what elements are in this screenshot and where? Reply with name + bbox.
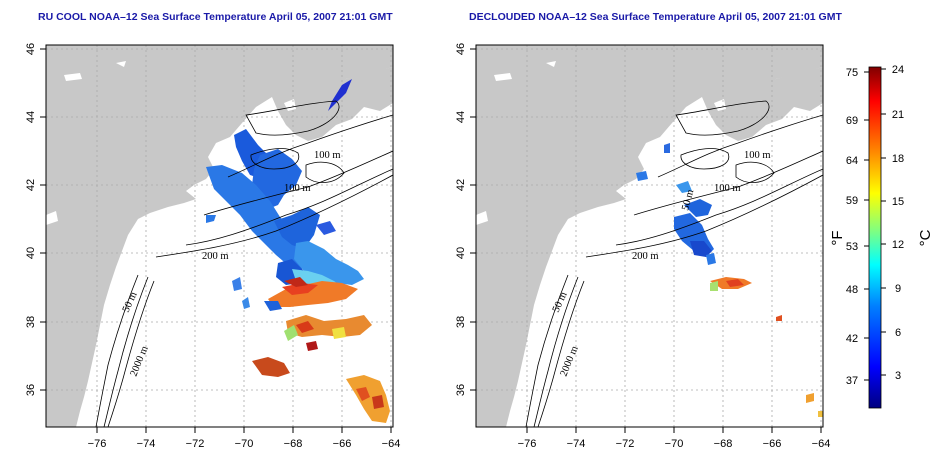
y-tick-label: 36 <box>25 384 37 396</box>
contour-label: 100 m <box>744 150 771 161</box>
fahrenheit-tick-label: 53 <box>846 241 858 253</box>
fahrenheit-tick-label: 42 <box>846 333 858 345</box>
fahrenheit-tick-label: 37 <box>846 375 858 387</box>
celsius-tick-label: 18 <box>892 153 904 165</box>
y-tick-label: 40 <box>455 247 467 259</box>
celsius-tick-label: 15 <box>892 196 904 208</box>
fahrenheit-tick-label: 64 <box>846 155 858 167</box>
celsius-tick-label: 12 <box>892 239 904 251</box>
y-tick-label: 38 <box>25 316 37 328</box>
x-tick-label: −66 <box>333 438 352 450</box>
colorbar-ticks <box>864 68 886 381</box>
right-map-frame <box>475 44 824 428</box>
y-tick-label: 42 <box>455 179 467 191</box>
x-tick-label: −72 <box>186 438 205 450</box>
y-tick-label: 38 <box>455 316 467 328</box>
right-map-panel: 100 m 100 m 200 m 50 m 2000 m 50 m −76 −… <box>455 43 830 450</box>
y-tick-label: 44 <box>25 111 37 123</box>
celsius-tick-label: 9 <box>895 283 901 295</box>
right-x-axis <box>526 427 822 433</box>
y-tick-label: 46 <box>455 43 467 55</box>
celsius-tick-label: 21 <box>892 109 904 121</box>
colorbar: 75 69 64 59 53 48 42 37 24 21 18 15 12 9… <box>829 64 934 409</box>
x-tick-label: −68 <box>714 438 733 450</box>
celsius-tick-label: 3 <box>895 370 901 382</box>
x-tick-label: −74 <box>137 438 156 450</box>
left-map-frame <box>45 44 394 428</box>
right-map-title: DECLOUDED NOAA–12 Sea Surface Temperatur… <box>469 11 842 23</box>
fahrenheit-tick-label: 48 <box>846 284 858 296</box>
left-map-title: RU COOL NOAA–12 Sea Surface Temperature … <box>38 11 393 23</box>
y-tick-label: 40 <box>25 247 37 259</box>
x-tick-label: −74 <box>567 438 586 450</box>
x-tick-label: −76 <box>518 438 537 450</box>
x-tick-label: −64 <box>812 438 831 450</box>
sst-data-overlay <box>206 79 390 423</box>
celsius-unit-label: °C <box>917 229 934 246</box>
y-tick-label: 44 <box>455 111 467 123</box>
contour-label: 200 m <box>632 251 659 262</box>
colorbar-scale <box>868 66 882 409</box>
contour-label: 100 m <box>314 150 341 161</box>
x-tick-label: −70 <box>665 438 684 450</box>
right-y-axis <box>470 48 476 391</box>
fahrenheit-tick-label: 69 <box>846 115 858 127</box>
fahrenheit-tick-label: 59 <box>846 195 858 207</box>
celsius-tick-label: 6 <box>895 327 901 339</box>
contour-label: 50 m <box>680 188 696 211</box>
y-tick-label: 36 <box>455 384 467 396</box>
x-tick-label: −64 <box>382 438 401 450</box>
x-tick-label: −68 <box>284 438 303 450</box>
celsius-tick-label: 24 <box>892 64 904 76</box>
fahrenheit-tick-label: 75 <box>846 67 858 79</box>
x-tick-label: −66 <box>763 438 782 450</box>
contour-label: 100 m <box>714 183 741 194</box>
fahrenheit-unit-label: °F <box>829 230 846 245</box>
x-tick-label: −70 <box>235 438 254 450</box>
y-tick-label: 46 <box>25 43 37 55</box>
x-tick-label: −72 <box>616 438 635 450</box>
left-y-axis <box>40 48 46 391</box>
left-x-axis <box>96 427 392 433</box>
contour-label: 200 m <box>202 251 229 262</box>
left-map-panel: 100 m 100 m 200 m 50 m 2000 m −76 −74 −7… <box>25 43 400 450</box>
contour-label: 100 m <box>284 183 311 194</box>
y-tick-label: 42 <box>25 179 37 191</box>
x-tick-label: −76 <box>88 438 107 450</box>
